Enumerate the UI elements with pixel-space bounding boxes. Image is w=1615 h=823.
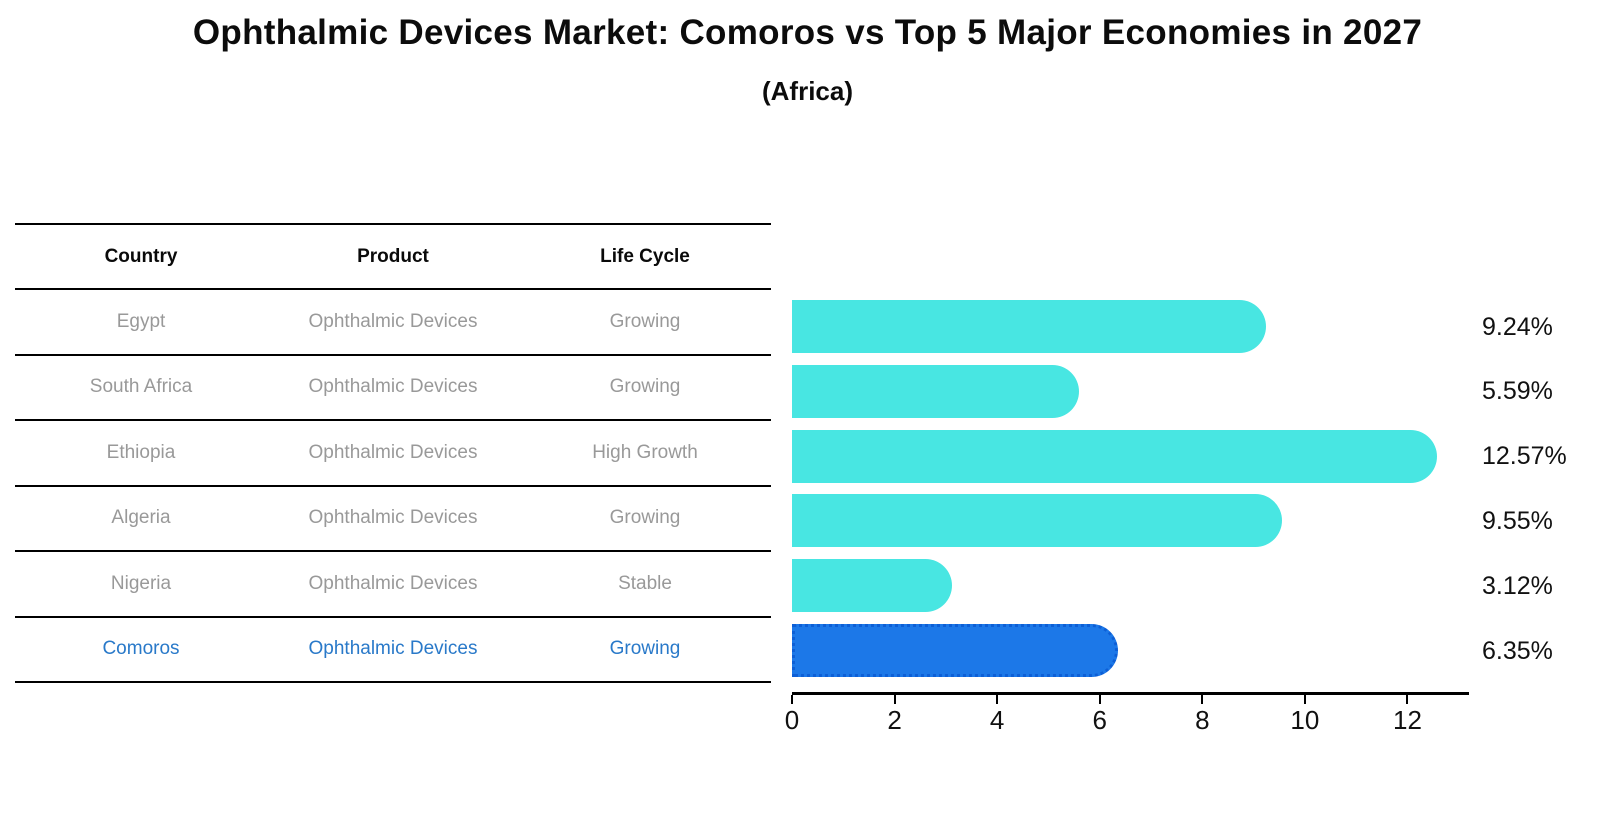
bar-value-label: 5.59% xyxy=(1482,377,1553,406)
x-axis-tick: 10 xyxy=(1275,695,1335,735)
table-row-ethiopia: Ethiopia Ophthalmic Devices High Growth xyxy=(15,421,771,487)
bar-south-africa xyxy=(792,364,1079,418)
tick-mark xyxy=(1098,695,1101,704)
tick-label: 2 xyxy=(887,705,902,735)
cell-country: South Africa xyxy=(89,376,193,398)
tick-mark xyxy=(1201,695,1204,704)
tick-label: 10 xyxy=(1290,705,1320,735)
bar-value-label: 9.55% xyxy=(1482,506,1553,535)
column-header-life-cycle: Life Cycle xyxy=(600,245,690,267)
table-header-row: Country Product Life Cycle xyxy=(15,223,771,290)
bar-value-label: 9.24% xyxy=(1482,312,1553,341)
cell-life-cycle: Stable xyxy=(618,572,672,594)
cell-country: Egypt xyxy=(116,310,166,332)
tick-mark xyxy=(996,695,999,704)
cell-product: Ophthalmic Devices xyxy=(308,310,478,332)
tick-mark xyxy=(1406,695,1409,704)
cell-country: Ethiopia xyxy=(106,441,176,463)
table-row-south-africa: South Africa Ophthalmic Devices Growing xyxy=(15,356,771,421)
column-header-country: Country xyxy=(104,245,178,267)
cell-life-cycle: Growing xyxy=(609,638,681,660)
tick-mark xyxy=(893,695,896,704)
chart-subtitle: (Africa) xyxy=(761,76,853,106)
bar-value-label: 12.57% xyxy=(1482,442,1567,471)
cell-product: Ophthalmic Devices xyxy=(308,441,478,463)
cell-country: Comoros xyxy=(102,638,180,660)
table-row-nigeria: Nigeria Ophthalmic Devices Stable xyxy=(15,552,771,618)
country-table: Country Product Life Cycle Egypt Ophthal… xyxy=(15,223,771,683)
cell-product: Ophthalmic Devices xyxy=(308,507,478,529)
bar-egypt xyxy=(792,300,1266,353)
cell-product: Ophthalmic Devices xyxy=(308,638,478,660)
tick-label: 6 xyxy=(1092,705,1107,735)
bar-ethiopia xyxy=(792,429,1437,483)
x-axis-tick: 0 xyxy=(762,695,822,735)
bar-value-label: 3.12% xyxy=(1482,571,1553,600)
table-row-algeria: Algeria Ophthalmic Devices Growing xyxy=(15,487,771,552)
cell-life-cycle: Growing xyxy=(609,310,681,332)
bar-algeria xyxy=(792,494,1282,548)
x-axis-tick: 6 xyxy=(1070,695,1130,735)
bar-value-label: 6.35% xyxy=(1482,636,1553,665)
column-header-product: Product xyxy=(357,245,429,267)
x-axis-tick: 4 xyxy=(967,695,1027,735)
tick-label: 4 xyxy=(989,705,1005,735)
tick-mark xyxy=(791,695,793,704)
cell-life-cycle: Growing xyxy=(609,376,681,398)
x-axis-tick: 12 xyxy=(1377,695,1437,735)
bar-comoros xyxy=(792,624,1118,677)
cell-product: Ophthalmic Devices xyxy=(308,376,478,398)
tick-label: 12 xyxy=(1392,705,1422,735)
tick-mark xyxy=(1303,695,1306,704)
cell-country: Algeria xyxy=(111,507,171,529)
bar-nigeria xyxy=(792,559,953,613)
tick-label: 8 xyxy=(1195,705,1210,735)
table-row-egypt: Egypt Ophthalmic Devices Growing xyxy=(15,290,771,356)
tick-label: 0 xyxy=(784,705,800,735)
bar-chart: 0 2 4 6 8 10 12 xyxy=(785,293,1469,734)
table-row-comoros: Comoros Ophthalmic Devices Growing xyxy=(15,618,771,683)
x-axis-tick: 8 xyxy=(1172,695,1232,735)
chart-title: Ophthalmic Devices Market: Comoros vs To… xyxy=(192,13,1423,52)
x-axis-tick: 2 xyxy=(865,695,925,735)
cell-country: Nigeria xyxy=(110,572,172,594)
cell-product: Ophthalmic Devices xyxy=(308,572,478,594)
cell-life-cycle: High Growth xyxy=(592,441,698,463)
cell-life-cycle: Growing xyxy=(609,507,681,529)
